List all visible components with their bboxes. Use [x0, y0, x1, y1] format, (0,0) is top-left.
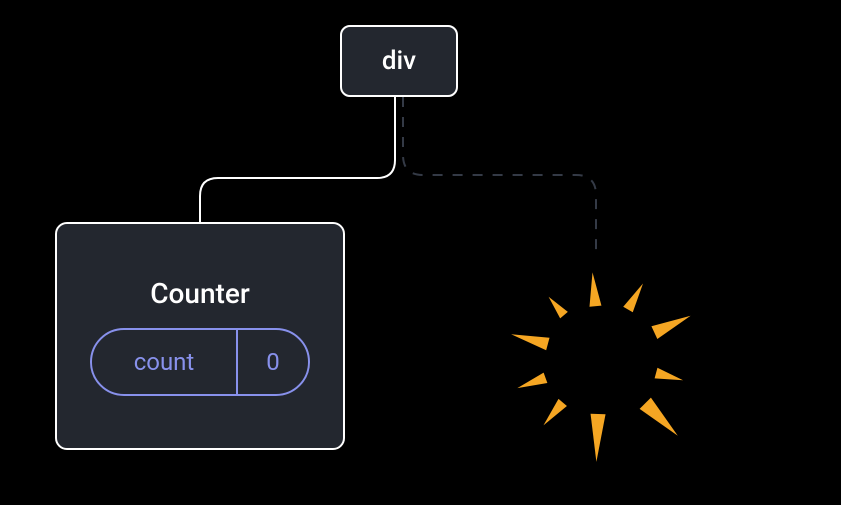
burst-ray	[549, 297, 568, 319]
burst-ray	[623, 284, 643, 313]
state-pill-value: 0	[238, 330, 308, 394]
burst-ray	[640, 398, 678, 436]
burst-ray	[589, 272, 601, 306]
burst-ray	[543, 399, 566, 426]
diagram-stage: { "canvas": { "width": 841, "height": 50…	[0, 0, 841, 505]
edge-solid	[200, 97, 395, 222]
burst-ray	[655, 368, 683, 381]
edge-dashed	[403, 97, 596, 252]
burst-ray	[591, 414, 606, 462]
counter-node: Counter count 0	[55, 222, 345, 450]
burst-ray	[651, 316, 690, 339]
root-node-label: div	[382, 46, 416, 76]
counter-title: Counter	[150, 277, 250, 310]
burst-ray	[511, 334, 549, 350]
state-pill: count 0	[90, 328, 310, 396]
state-pill-label: count	[92, 330, 236, 394]
burst-ray	[517, 373, 547, 388]
burst-rays	[511, 272, 690, 462]
root-node: div	[340, 25, 458, 97]
